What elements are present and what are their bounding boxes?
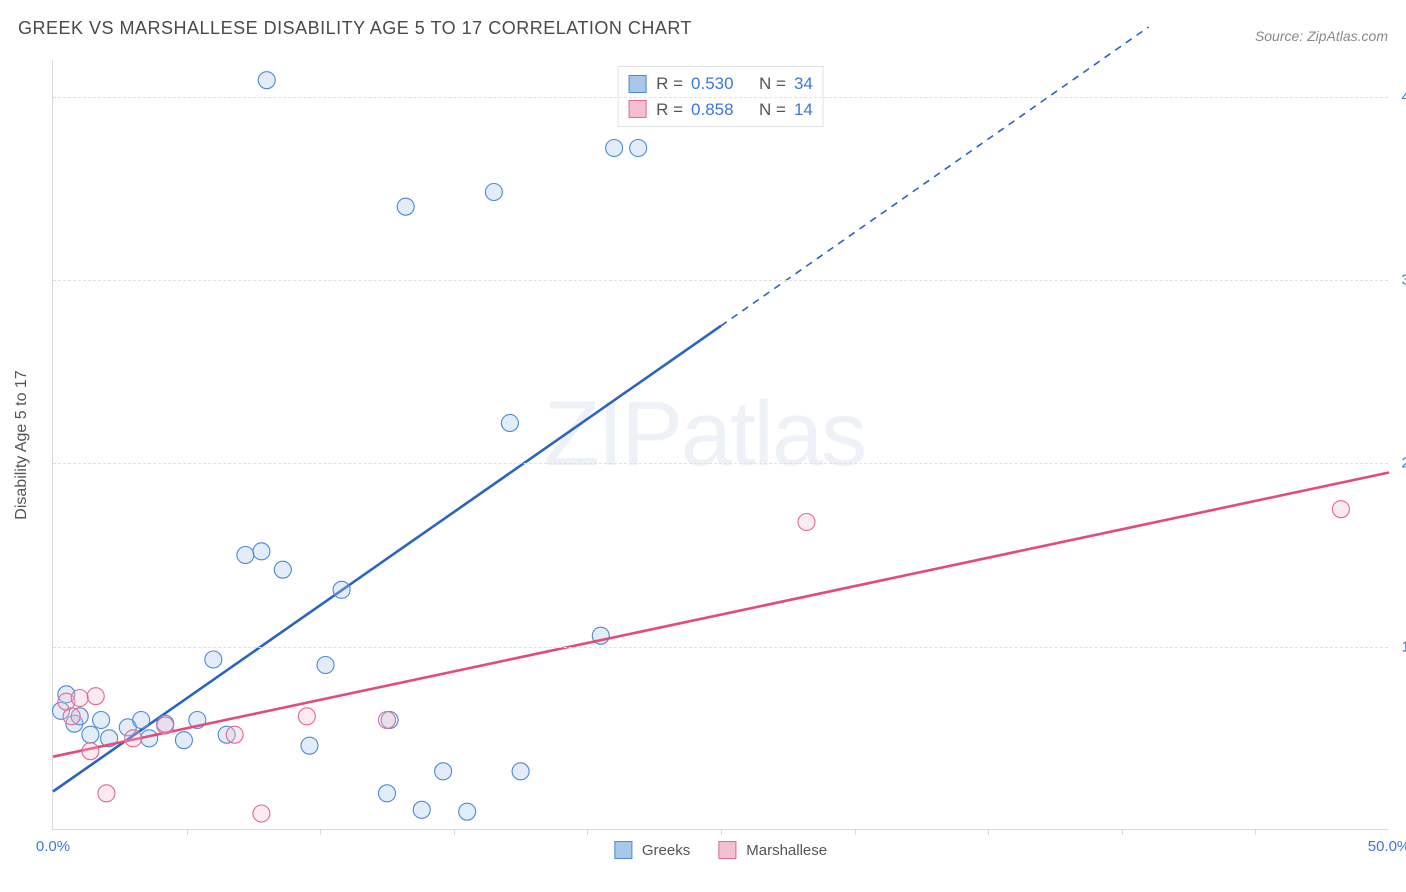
legend-swatch [614,841,632,859]
data-point [512,763,529,780]
legend-item: Greeks [614,841,690,859]
scatter-plot-area: ZIPatlas R = 0.530 N = 34R = 0.858 N = 1… [52,60,1388,830]
data-point [71,690,88,707]
x-minor-tick [988,829,989,835]
legend-r-value: 0.858 [691,97,734,123]
y-axis-label: Disability Age 5 to 17 [13,370,31,519]
data-point [298,708,315,725]
data-point [317,657,334,674]
legend-swatch [718,841,736,859]
data-point [301,737,318,754]
x-tick-label: 50.0% [1368,838,1406,855]
data-point [87,688,104,705]
gridline [53,97,1388,98]
legend-stats-row: R = 0.858 N = 14 [628,97,813,123]
x-minor-tick [454,829,455,835]
legend-swatch [628,100,646,118]
data-point [333,581,350,598]
x-minor-tick [721,829,722,835]
data-point [1332,501,1349,518]
x-minor-tick [1122,829,1123,835]
gridline [53,647,1388,648]
data-point [253,805,270,822]
data-point [82,726,99,743]
data-point [435,763,452,780]
legend-swatch [628,75,646,93]
data-point [379,712,396,729]
y-tick-label: 20.0% [1394,455,1406,472]
trend-line [53,473,1389,757]
chart-svg [53,60,1388,829]
legend-n-label: N = [759,97,786,123]
data-point [501,415,518,432]
x-minor-tick [320,829,321,835]
data-point [485,184,502,201]
data-point [125,730,142,747]
source-prefix: Source: [1255,28,1307,44]
y-tick-label: 40.0% [1394,88,1406,105]
legend-r-value: 0.530 [691,71,734,97]
data-point [175,732,192,749]
gridline [53,463,1388,464]
legend-n-label: N = [759,71,786,97]
legend-bottom: Greeks Marshallese [614,841,827,859]
chart-title: GREEK VS MARSHALLESE DISABILITY AGE 5 TO… [18,18,692,39]
data-point [798,514,815,531]
data-point [274,561,291,578]
data-point [133,712,150,729]
legend-label: Greeks [642,842,690,859]
legend-r-label: R = [656,71,683,97]
source-name: ZipAtlas.com [1307,28,1388,44]
x-minor-tick [587,829,588,835]
data-point [606,140,623,157]
data-point [459,803,476,820]
x-minor-tick [855,829,856,835]
data-point [253,543,270,560]
legend-r-label: R = [656,97,683,123]
data-point [630,140,647,157]
data-point [237,547,254,564]
legend-stats-row: R = 0.530 N = 34 [628,71,813,97]
x-minor-tick [187,829,188,835]
data-point [205,651,222,668]
legend-n-value: 14 [794,97,813,123]
legend-label: Marshallese [746,842,827,859]
x-minor-tick [1255,829,1256,835]
data-point [413,801,430,818]
x-tick-label: 0.0% [36,838,70,855]
legend-n-value: 34 [794,71,813,97]
data-point [157,717,174,734]
y-tick-label: 30.0% [1394,272,1406,289]
gridline [53,280,1388,281]
source-attribution: Source: ZipAtlas.com [1255,28,1388,44]
data-point [226,726,243,743]
data-point [258,72,275,89]
legend-item: Marshallese [718,841,827,859]
data-point [93,712,110,729]
data-point [379,785,396,802]
data-point [63,708,80,725]
data-point [98,785,115,802]
data-point [82,743,99,760]
y-tick-label: 10.0% [1394,638,1406,655]
data-point [397,198,414,215]
